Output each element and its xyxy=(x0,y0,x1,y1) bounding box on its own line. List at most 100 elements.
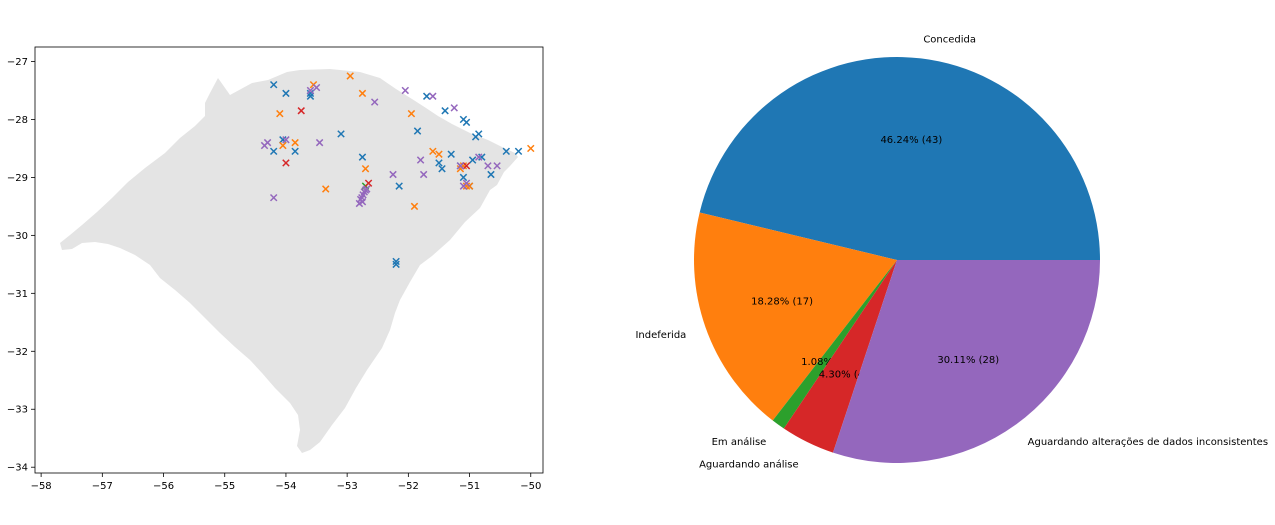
scatter-point xyxy=(364,179,373,187)
scatter-point xyxy=(527,144,535,153)
x-tick-label: −51 xyxy=(459,481,480,492)
scatter-point xyxy=(447,150,455,158)
scatter-point xyxy=(493,162,501,170)
scatter-point xyxy=(395,182,403,190)
scatter-point xyxy=(487,170,495,179)
x-tick-label: −55 xyxy=(214,481,235,492)
scatter-point xyxy=(401,86,410,95)
scatter-point xyxy=(358,89,367,98)
x-tick-label: −57 xyxy=(92,481,113,492)
scatter-point xyxy=(462,182,471,190)
y-tick-label: −27 xyxy=(7,57,28,68)
map-x-axis: −58 −57 −56 −55 −54 −53 −52 −51 −50 xyxy=(31,473,541,492)
scatter-map-axes: −58 −57 −56 −55 −54 −53 −52 −51 −50 −27 −28 −29 −30… xyxy=(7,46,544,492)
pie-category-label: Concedida xyxy=(923,34,976,45)
pie-percent-label: 4.30% (4) xyxy=(819,369,868,380)
pie-category-label: Indeferida xyxy=(635,330,686,341)
scatter-point xyxy=(459,162,468,170)
y-tick-label: −30 xyxy=(7,231,28,242)
scatter-point xyxy=(297,107,305,115)
scatter-point xyxy=(462,118,471,127)
scatter-point xyxy=(438,164,446,173)
x-tick-label: −53 xyxy=(337,481,358,492)
scatter-point xyxy=(346,72,354,80)
scatter-point xyxy=(358,153,367,161)
scatter-point xyxy=(475,153,483,161)
scatter-point xyxy=(435,159,443,167)
scatter-point xyxy=(429,147,437,156)
scatter-point xyxy=(422,92,431,100)
pie-percent-label: 1.08% (1) xyxy=(801,357,850,368)
scatter-point xyxy=(269,193,278,202)
status-pie-chart: 46.24% (43) Concedida 18.28% (17) Indeferid… xyxy=(635,34,1268,470)
y-tick-label: −28 xyxy=(7,115,28,126)
y-tick-label: −32 xyxy=(7,347,28,358)
scatter-point xyxy=(484,162,492,170)
scatter-point xyxy=(416,156,425,164)
pie-percent-label: 18.28% (17) xyxy=(751,296,813,307)
x-tick-label: −52 xyxy=(398,481,419,492)
scatter-point xyxy=(282,159,290,167)
x-tick-label: −54 xyxy=(275,481,296,492)
scatter-point xyxy=(321,185,330,193)
scatter-point xyxy=(362,185,371,193)
scatter-point xyxy=(358,198,367,206)
scatter-points xyxy=(260,72,535,269)
scatter-point xyxy=(450,104,458,112)
pie-slice xyxy=(783,260,897,453)
scatter-point xyxy=(392,260,400,269)
scatter-point xyxy=(291,147,299,156)
scatter-point xyxy=(392,257,400,266)
scatter-point xyxy=(419,170,428,179)
pie-slice xyxy=(772,260,897,429)
scatter-point xyxy=(276,109,284,118)
scatter-point xyxy=(337,130,345,138)
scatter-point xyxy=(389,170,397,179)
scatter-point xyxy=(502,147,511,156)
scatter-point xyxy=(429,92,437,100)
scatter-point xyxy=(407,109,416,118)
y-tick-label: −29 xyxy=(7,173,28,184)
y-tick-label: −33 xyxy=(7,405,28,416)
scatter-point xyxy=(279,141,287,150)
scatter-point xyxy=(306,92,315,100)
x-tick-label: −58 xyxy=(31,481,52,492)
scatter-point xyxy=(306,86,315,95)
scatter-point xyxy=(475,130,483,138)
y-tick-label: −31 xyxy=(7,289,28,300)
scatter-point xyxy=(410,202,419,211)
scatter-point xyxy=(456,162,465,170)
scatter-point xyxy=(370,98,379,106)
pie-slice xyxy=(832,260,1100,463)
scatter-point xyxy=(361,164,370,173)
scatter-point xyxy=(478,153,486,161)
pie-slice xyxy=(694,212,897,421)
scatter-point xyxy=(435,150,443,158)
scatter-point xyxy=(260,141,269,150)
x-tick-label: −56 xyxy=(153,481,174,492)
scatter-point xyxy=(282,136,290,144)
scatter-point xyxy=(315,138,324,147)
y-tick-label: −34 xyxy=(7,463,28,474)
scatter-point xyxy=(514,147,523,156)
map-y-axis: −27 −28 −29 −30 −31 −32 −33 −34 xyxy=(7,57,35,474)
pie-category-label: Em análise xyxy=(712,436,767,448)
scatter-point xyxy=(269,147,278,156)
scatter-point xyxy=(282,89,290,98)
scatter-point xyxy=(462,162,471,170)
pie-slice xyxy=(699,56,1100,260)
x-tick-label: −50 xyxy=(520,481,541,492)
scatter-point xyxy=(413,127,422,135)
scatter-point xyxy=(306,89,315,98)
scatter-point xyxy=(291,138,299,147)
pie-percent-label: 46.24% (43) xyxy=(880,135,942,146)
scatter-point xyxy=(459,173,468,182)
scatter-point xyxy=(279,136,287,144)
scatter-point xyxy=(468,156,477,164)
scatter-point xyxy=(441,107,449,115)
scatter-point xyxy=(269,80,278,89)
scatter-point xyxy=(312,83,321,92)
pie-category-label: Aguardando alterações de dados inconsist… xyxy=(1028,437,1268,448)
scatter-point xyxy=(462,179,471,187)
